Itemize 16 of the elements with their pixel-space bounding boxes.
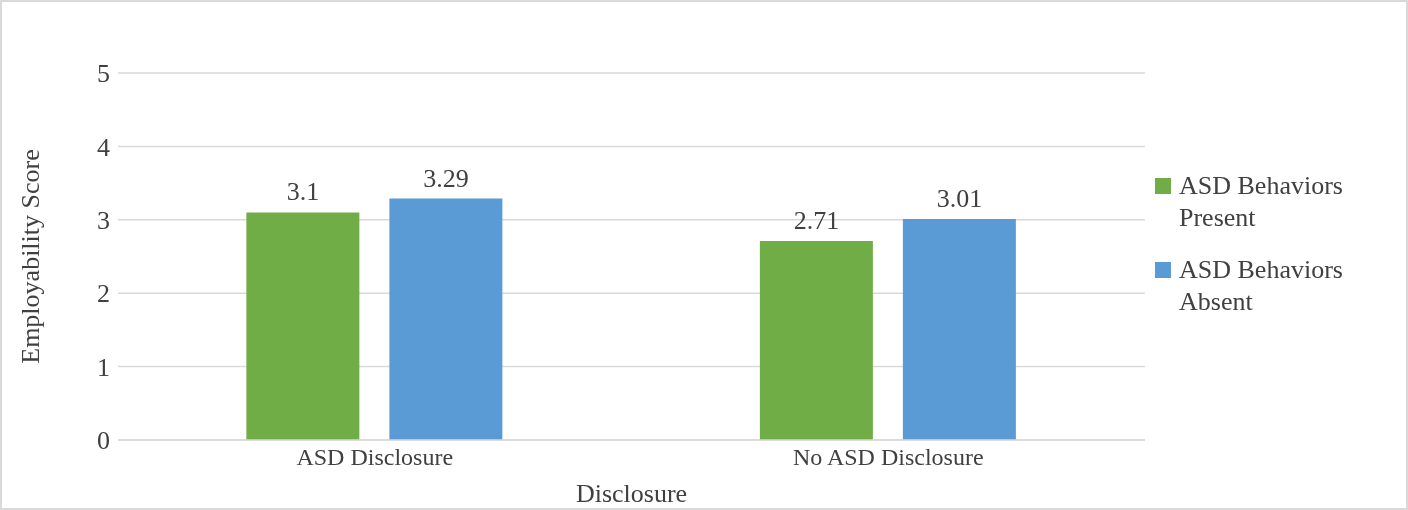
y-axis-title: Employability Score: [16, 149, 46, 364]
data-label: 3.1: [286, 177, 320, 207]
y-tick-label: 3: [97, 206, 110, 236]
x-tick-label: No ASD Disclosure: [792, 444, 984, 471]
x-axis-title: Disclosure: [575, 479, 688, 508]
y-tick-label: 0: [97, 426, 110, 456]
y-tick-label: 4: [97, 132, 110, 162]
legend-label: ASD Behaviors Present: [1179, 170, 1344, 234]
y-tick-label: 5: [97, 59, 110, 89]
x-tick-label: ASD Disclosure: [296, 444, 454, 471]
data-label: 3.01: [936, 184, 983, 214]
y-tick-label: 2: [97, 279, 110, 309]
data-label: 3.29: [423, 163, 469, 193]
legend-label: ASD Behaviors Absent: [1179, 254, 1344, 318]
data-label: 2.71: [793, 206, 840, 236]
y-tick-label: 1: [97, 352, 110, 382]
